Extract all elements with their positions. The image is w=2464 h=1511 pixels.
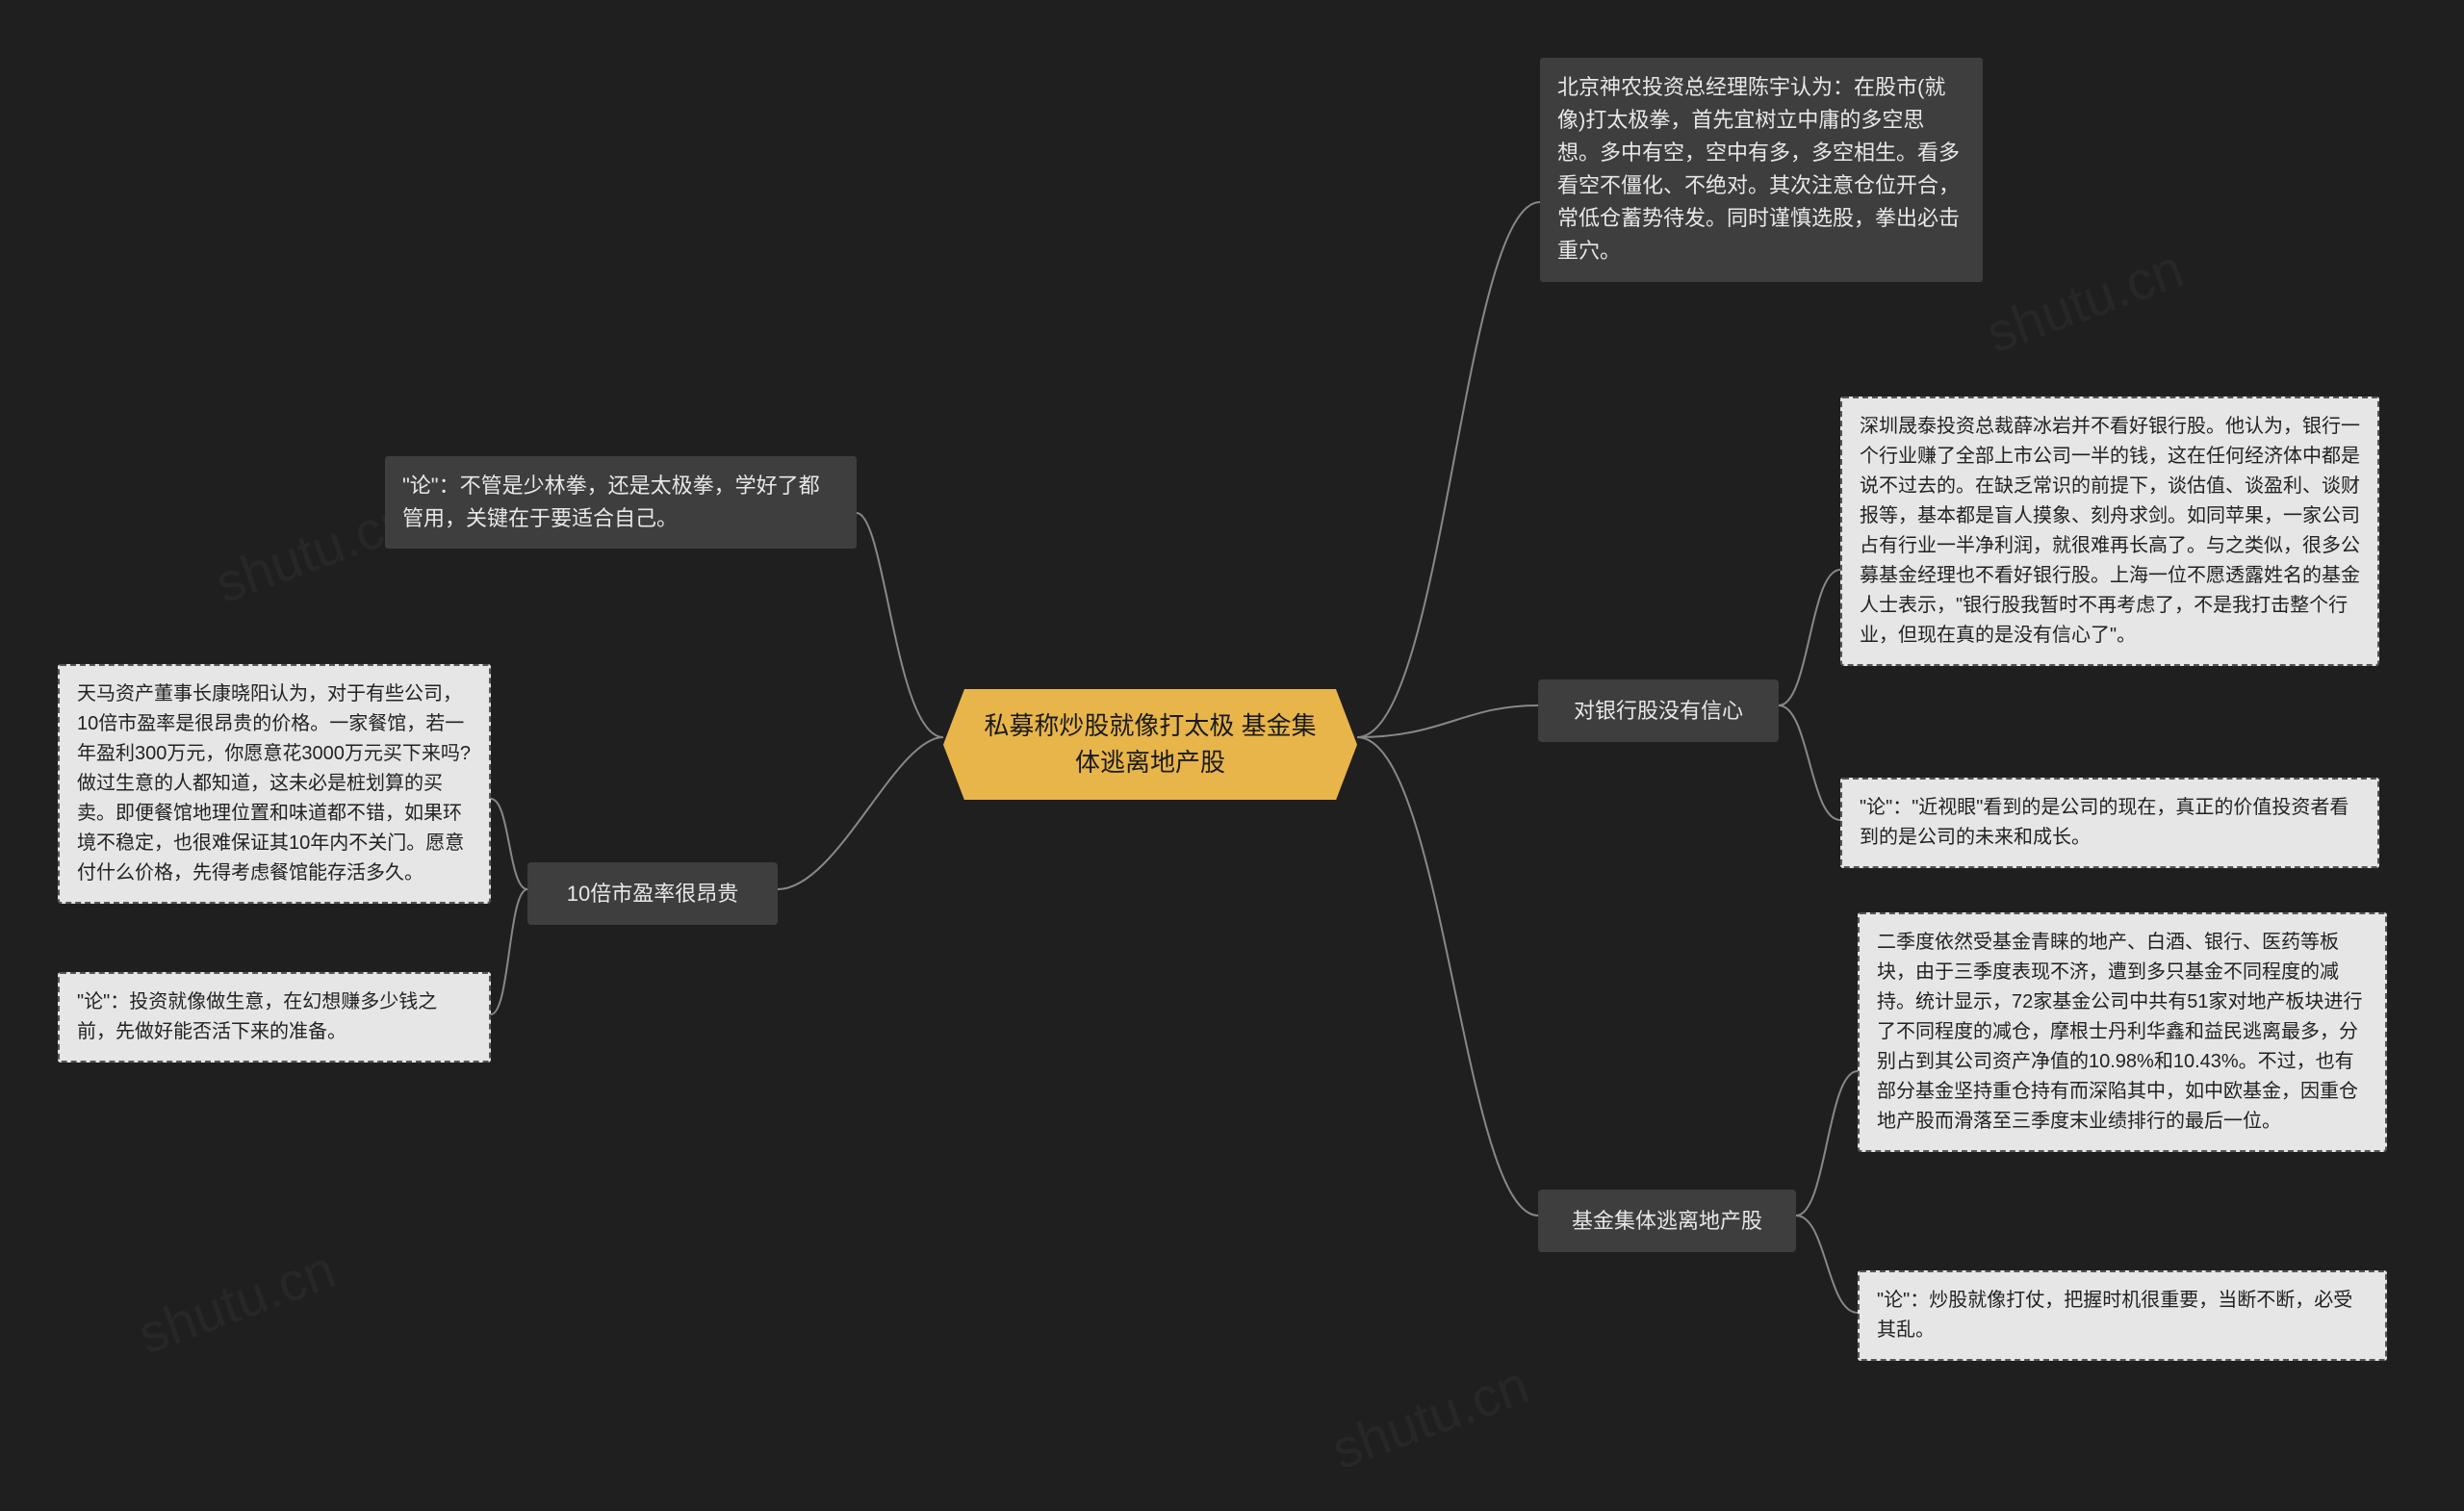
leaf-r2b[interactable]: "论"："近视眼"看到的是公司的现在，真正的价值投资者看到的是公司的未来和成长。	[1840, 778, 2379, 868]
leaf-r3b[interactable]: "论"：炒股就像打仗，把握时机很重要，当断不断，必受其乱。	[1858, 1270, 2387, 1361]
leaf-r3a-text: 二季度依然受基金青睐的地产、白酒、银行、医药等板块，由于三季度表现不济，遭到多只…	[1877, 932, 2363, 1132]
leaf-l2a-text: 天马资产董事长康晓阳认为，对于有些公司，10倍市盈率是很昂贵的价格。一家餐馆，若…	[77, 683, 471, 884]
leaf-r2a-text: 深圳晟泰投资总裁薛冰岩并不看好银行股。他认为，银行一个行业赚了全部上市公司一半的…	[1860, 416, 2360, 646]
leaf-r3a[interactable]: 二季度依然受基金青睐的地产、白酒、银行、医药等板块，由于三季度表现不济，遭到多只…	[1858, 912, 2387, 1152]
leaf-l2b[interactable]: "论"：投资就像做生意，在幻想赚多少钱之前，先做好能否活下来的准备。	[58, 972, 491, 1063]
leaf-r2a[interactable]: 深圳晟泰投资总裁薛冰岩并不看好银行股。他认为，银行一个行业赚了全部上市公司一半的…	[1840, 397, 2379, 666]
branch-r3-label: 基金集体逃离地产股	[1572, 1209, 1762, 1233]
branch-r1-label: 北京神农投资总经理陈宇认为：在股市(就像)打太极拳，首先宜树立中庸的多空思想。多…	[1557, 75, 1960, 263]
watermark: shutu.cn	[1978, 237, 2191, 365]
leaf-r2b-text: "论"："近视眼"看到的是公司的现在，真正的价值投资者看到的是公司的未来和成长。	[1860, 797, 2348, 848]
watermark: shutu.cn	[130, 1238, 343, 1366]
leaf-r3b-text: "论"：炒股就像打仗，把握时机很重要，当断不断，必受其乱。	[1877, 1290, 2352, 1341]
branch-r2[interactable]: 对银行股没有信心	[1538, 679, 1779, 742]
branch-r2-label: 对银行股没有信心	[1574, 699, 1743, 723]
branch-r3[interactable]: 基金集体逃离地产股	[1538, 1190, 1796, 1252]
branch-l1-label: "论"：不管是少林拳，还是太极拳，学好了都管用，关键在于要适合自己。	[402, 474, 820, 530]
leaf-l2b-text: "论"：投资就像做生意，在幻想赚多少钱之前，先做好能否活下来的准备。	[77, 991, 437, 1042]
branch-l2[interactable]: 10倍市盈率很昂贵	[527, 862, 778, 925]
mindmap-root[interactable]: 私募称炒股就像打太极 基金集体逃离地产股	[943, 689, 1357, 800]
branch-l1[interactable]: "论"：不管是少林拳，还是太极拳，学好了都管用，关键在于要适合自己。	[385, 456, 857, 549]
branch-r1[interactable]: 北京神农投资总经理陈宇认为：在股市(就像)打太极拳，首先宜树立中庸的多空思想。多…	[1540, 58, 1983, 282]
leaf-l2a[interactable]: 天马资产董事长康晓阳认为，对于有些公司，10倍市盈率是很昂贵的价格。一家餐馆，若…	[58, 664, 491, 904]
root-label: 私募称炒股就像打太极 基金集体逃离地产股	[984, 711, 1316, 777]
branch-l2-label: 10倍市盈率很昂贵	[567, 882, 738, 906]
watermark: shutu.cn	[1323, 1353, 1536, 1481]
